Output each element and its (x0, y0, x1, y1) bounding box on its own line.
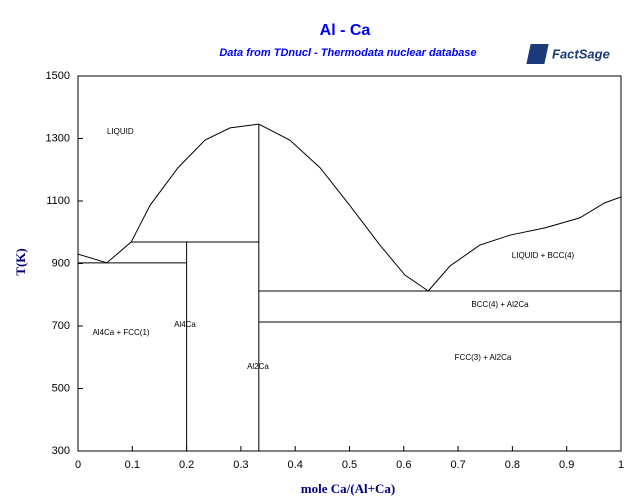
phase-label: Al4Ca (174, 320, 196, 329)
y-tick-label: 900 (52, 257, 70, 269)
x-tick-label: 0.8 (505, 459, 520, 471)
chart-title: Al - Ca (320, 22, 371, 39)
phase-label: Al2Ca (247, 362, 269, 371)
x-tick-label: 0.7 (450, 459, 465, 471)
x-tick-label: 1 (618, 459, 624, 471)
phase-label: BCC(4) + Al2Ca (471, 300, 529, 309)
x-tick-label: 0 (75, 459, 81, 471)
y-tick-label: 1500 (46, 70, 70, 82)
plot-frame (77, 75, 622, 452)
y-tick-label: 300 (52, 445, 70, 457)
x-tick-label: 0.6 (396, 459, 411, 471)
x-tick-label: 0.9 (559, 459, 574, 471)
plot-area (78, 123, 621, 451)
x-tick-label: 0.1 (125, 459, 140, 471)
logo: FactSage (526, 44, 610, 64)
logo-text: FactSage (552, 46, 610, 61)
y-tick-label: 500 (52, 382, 70, 394)
phase-label: FCC(3) + Al2Ca (455, 353, 512, 362)
y-tick-label: 1300 (46, 132, 70, 144)
y-axis-label: T(K) (13, 248, 28, 275)
y-tick-label: 700 (52, 320, 70, 332)
phase-label: Al4Ca + FCC(1) (92, 328, 149, 337)
y-tick-label: 1100 (46, 195, 70, 207)
phase-boundary (78, 241, 132, 264)
x-tick-label: 0.2 (179, 459, 194, 471)
chart-subtitle: Data from TDnucl - Thermodata nuclear da… (219, 47, 476, 59)
x-axis-label: mole Ca/(Al+Ca) (301, 481, 395, 496)
x-tick-label: 0.5 (342, 459, 357, 471)
logo-icon (526, 44, 549, 64)
x-tick-label: 0.3 (233, 459, 248, 471)
phase-label: LIQUID + BCC(4) (512, 251, 575, 260)
x-tick-label: 0.4 (288, 459, 303, 471)
phase-boundary (130, 123, 429, 292)
phase-label: LIQUID (107, 127, 134, 136)
phase-boundary (427, 196, 621, 292)
